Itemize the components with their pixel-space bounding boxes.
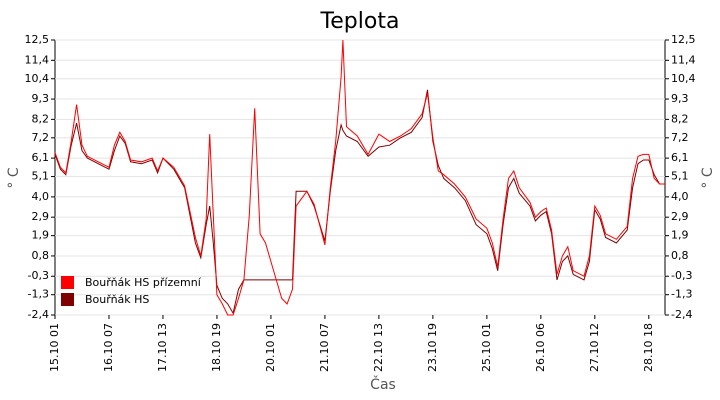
series-line xyxy=(54,39,665,316)
x-tick-label: 15.10 01 xyxy=(48,323,61,372)
y-axis-label: ° C xyxy=(6,167,22,188)
series-line xyxy=(54,89,665,315)
y2-tick-label: 2,9 xyxy=(671,210,689,223)
x-tick-label: 17.10 13 xyxy=(156,323,169,372)
y2-tick-label: 6,1 xyxy=(671,151,689,164)
x-tick-label: 20.10 01 xyxy=(264,323,277,372)
y-tick-label: 4,0 xyxy=(32,190,50,203)
x-tick-label: 18.10 19 xyxy=(210,323,223,372)
y-tick-label: 8,2 xyxy=(32,112,50,125)
legend-swatch xyxy=(61,293,74,306)
legend-label: Bouřňák HS přízemní xyxy=(85,276,202,289)
y2-tick-label: 8,2 xyxy=(671,112,689,125)
y2-tick-label: -1,3 xyxy=(671,288,692,301)
y-tick-label: -2,4 xyxy=(28,308,49,321)
y-tick-label: -0,3 xyxy=(28,269,49,282)
x-tick-label: 23.10 19 xyxy=(426,323,439,372)
y2-tick-label: -2,4 xyxy=(671,308,692,321)
y-tick-label: 5,1 xyxy=(32,170,50,183)
y-tick-label: 2,9 xyxy=(32,210,50,223)
y-tick-label: 7,2 xyxy=(32,131,50,144)
x-tick-label: 26.10 06 xyxy=(534,323,547,372)
y-tick-label: 0,8 xyxy=(32,249,50,262)
y2-tick-label: -0,3 xyxy=(671,269,692,282)
x-tick-label: 25.10 01 xyxy=(480,323,493,372)
y-tick-label: 10,4 xyxy=(25,72,50,85)
x-tick-label: 28.10 18 xyxy=(642,323,655,372)
x-axis-label: Čas xyxy=(370,375,396,393)
y-tick-label: 9,3 xyxy=(32,92,50,105)
y2-tick-label: 10,4 xyxy=(671,72,696,85)
y2-tick-label: 12,5 xyxy=(671,33,696,46)
legend-swatch xyxy=(61,276,74,289)
x-tick-label: 22.10 13 xyxy=(372,323,385,372)
y2-tick-label: 5,1 xyxy=(671,170,689,183)
y2-tick-label: 1,9 xyxy=(671,229,689,242)
x-tick-label: 21.10 07 xyxy=(318,323,331,372)
y-tick-label: 6,1 xyxy=(32,151,50,164)
x-tick-label: 16.10 07 xyxy=(102,323,115,372)
x-tick-label: 27.10 12 xyxy=(588,323,601,372)
plot-area xyxy=(54,39,666,316)
y2-tick-label: 4,0 xyxy=(671,190,689,203)
legend-label: Bouřňák HS xyxy=(85,293,149,306)
y2-tick-label: 0,8 xyxy=(671,249,689,262)
chart-title: Teplota xyxy=(320,9,400,34)
y2-tick-label: 11,4 xyxy=(671,53,696,66)
y-tick-label: -1,3 xyxy=(28,288,49,301)
y-tick-label: 1,9 xyxy=(32,229,50,242)
y-tick-label: 12,5 xyxy=(25,33,50,46)
y-tick-label: 11,4 xyxy=(25,53,50,66)
y2-tick-label: 9,3 xyxy=(671,92,689,105)
y2-axis-label: ° C xyxy=(700,167,716,188)
y2-tick-label: 7,2 xyxy=(671,131,689,144)
